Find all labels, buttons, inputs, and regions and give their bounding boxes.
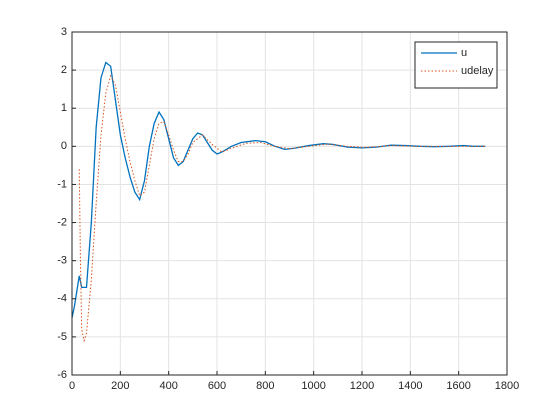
y-tick-label: -5 bbox=[57, 331, 67, 343]
x-tick-label: 1000 bbox=[301, 380, 325, 392]
x-tick-label: 1400 bbox=[398, 380, 422, 392]
x-tick-label: 400 bbox=[159, 380, 177, 392]
legend-label: u bbox=[461, 47, 467, 59]
y-tick-label: -3 bbox=[57, 255, 67, 267]
y-tick-label: -4 bbox=[57, 293, 67, 305]
y-tick-label: 3 bbox=[61, 26, 67, 38]
x-tick-label: 1200 bbox=[350, 380, 374, 392]
legend-label: udelay bbox=[461, 65, 494, 77]
series-line bbox=[71, 61, 486, 318]
y-tick-label: 0 bbox=[61, 140, 67, 152]
y-tick-label: 2 bbox=[61, 64, 67, 76]
legend-box bbox=[414, 41, 498, 89]
ticks: 0 200 400 600 800 1000 1200 1400 1600 1800 -6 -5 -4 -… bbox=[57, 26, 519, 392]
x-tick-label: 1800 bbox=[495, 380, 519, 392]
x-tick-label: 0 bbox=[69, 380, 75, 392]
x-tick-label: 800 bbox=[256, 380, 274, 392]
x-tick-label: 1600 bbox=[446, 380, 470, 392]
y-tick-label: -6 bbox=[57, 369, 67, 381]
series-line bbox=[78, 74, 486, 343]
legend: u udelay bbox=[414, 41, 498, 89]
axes-box bbox=[71, 31, 508, 376]
x-tick-label: 600 bbox=[208, 380, 226, 392]
y-tick-label: 1 bbox=[61, 102, 67, 114]
y-tick-label: -1 bbox=[57, 178, 67, 190]
y-tick-label: -2 bbox=[57, 216, 67, 228]
plot-lines bbox=[71, 61, 486, 343]
x-tick-label: 200 bbox=[111, 380, 129, 392]
